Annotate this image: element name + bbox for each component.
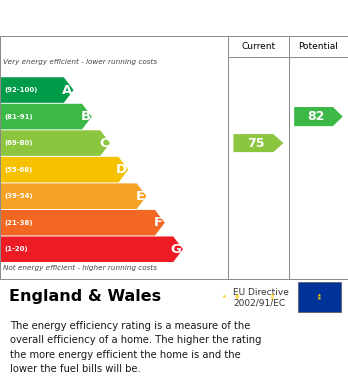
Text: (92-100): (92-100)	[4, 87, 38, 93]
Polygon shape	[234, 134, 283, 152]
Text: (1-20): (1-20)	[4, 246, 28, 252]
Text: ★: ★	[317, 296, 322, 301]
Text: ★: ★	[269, 293, 274, 298]
Polygon shape	[1, 104, 92, 129]
Polygon shape	[1, 210, 165, 235]
Polygon shape	[1, 77, 73, 103]
Text: ★: ★	[317, 292, 322, 298]
FancyBboxPatch shape	[298, 282, 341, 312]
Text: The energy efficiency rating is a measure of the
overall efficiency of a home. T: The energy efficiency rating is a measur…	[10, 321, 262, 374]
Polygon shape	[1, 237, 183, 262]
Text: F: F	[154, 216, 163, 229]
Text: ★: ★	[234, 295, 239, 300]
Text: D: D	[116, 163, 127, 176]
Text: (55-68): (55-68)	[4, 167, 32, 173]
Text: ★: ★	[234, 293, 239, 298]
Text: 2002/91/EC: 2002/91/EC	[233, 299, 285, 308]
Text: 75: 75	[247, 136, 264, 150]
Text: (69-80): (69-80)	[4, 140, 33, 146]
Text: (81-91): (81-91)	[4, 113, 33, 120]
Text: EU Directive: EU Directive	[233, 288, 289, 297]
Text: Current: Current	[241, 42, 276, 51]
Text: A: A	[62, 84, 72, 97]
Text: Energy Efficiency Rating: Energy Efficiency Rating	[10, 11, 232, 26]
Text: Not energy efficient - higher running costs: Not energy efficient - higher running co…	[3, 265, 158, 271]
Text: B: B	[80, 110, 90, 123]
Text: E: E	[136, 190, 145, 203]
Polygon shape	[1, 130, 110, 156]
Text: ★: ★	[269, 296, 274, 301]
Polygon shape	[294, 107, 343, 126]
Text: England & Wales: England & Wales	[9, 289, 161, 304]
Text: C: C	[99, 136, 109, 150]
Polygon shape	[1, 183, 147, 209]
Text: Very energy efficient - lower running costs: Very energy efficient - lower running co…	[3, 59, 158, 65]
Text: 82: 82	[307, 110, 324, 123]
Text: (39-54): (39-54)	[4, 193, 33, 199]
Text: G: G	[171, 243, 182, 256]
Polygon shape	[1, 157, 128, 183]
Text: ★: ★	[221, 294, 226, 299]
Text: (21-38): (21-38)	[4, 220, 33, 226]
Text: Potential: Potential	[299, 42, 338, 51]
